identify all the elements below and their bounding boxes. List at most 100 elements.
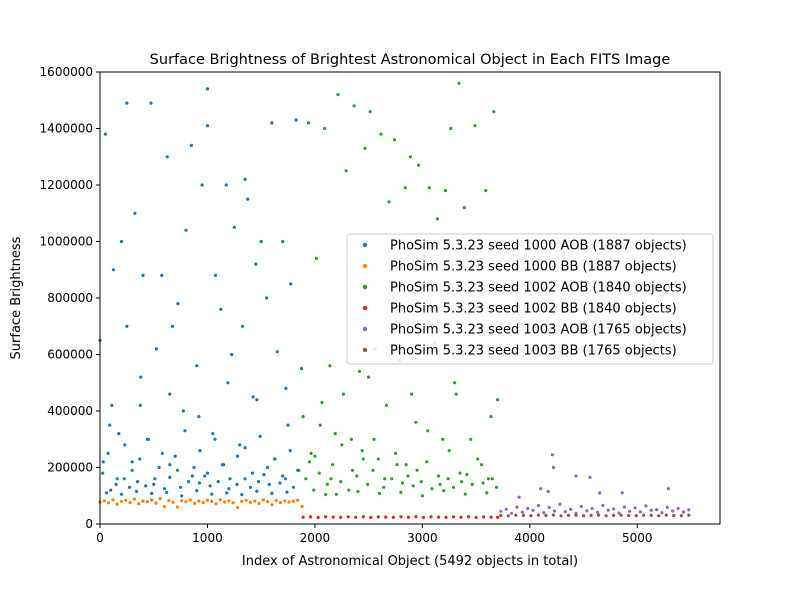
point-series-3 [369,515,373,520]
point-series-2 [462,206,466,210]
point-series-1 [257,501,261,505]
x-tick-label: 2000 [300,531,331,545]
point-series-3 [436,515,441,519]
point-series-2 [403,186,407,190]
point-series-0 [220,463,225,467]
point-series-0 [133,211,137,215]
point-series-2 [357,369,362,373]
point-series-4 [660,511,664,515]
point-series-2 [329,477,333,481]
point-series-0 [198,449,202,453]
point-series-0 [168,392,172,396]
point-series-2 [473,124,477,128]
point-series-1 [193,501,197,505]
point-series-1 [137,502,141,506]
point-series-0 [216,480,220,484]
x-tick-label: 5000 [622,531,653,545]
point-series-0 [130,468,134,472]
point-series-0 [192,465,196,470]
point-series-2 [392,138,396,142]
x-axis-label: Index of Astronomical Object (5492 objec… [242,554,578,569]
point-series-5 [506,514,510,518]
point-series-0 [238,443,242,447]
x-tick-label: 3000 [407,531,438,545]
point-series-0 [213,437,217,441]
point-series-5 [536,513,541,517]
point-series-1 [111,498,115,502]
point-series-0 [275,350,279,354]
point-series-1 [210,499,214,503]
point-series-2 [307,460,312,464]
point-series-0 [123,443,127,447]
point-series-0 [130,460,134,464]
point-series-5 [581,514,586,518]
point-series-2 [463,492,467,496]
point-series-5 [664,513,668,517]
point-series-4 [574,474,578,478]
point-series-0 [228,477,232,481]
point-series-0 [266,465,270,470]
y-tick-label: 0 [85,517,93,531]
point-series-0 [278,481,282,485]
point-series-2 [492,110,496,114]
legend-label: PhoSim 5.3.23 seed 1003 BB (1765 objects… [390,344,677,359]
point-series-2 [367,375,371,379]
point-series-1 [244,498,248,502]
point-series-0 [111,268,115,272]
point-series-2 [304,477,308,481]
point-series-0 [195,489,199,493]
point-series-2 [341,392,345,396]
point-series-2 [355,474,359,478]
point-series-0 [115,477,119,481]
point-series-3 [316,515,320,520]
point-series-1 [253,499,257,503]
point-series-3 [406,515,410,519]
legend-label: PhoSim 5.3.23 seed 1000 AOB (1887 object… [390,239,687,254]
point-series-0 [205,124,210,128]
y-axis: 0 200000 400000 600000 800000 1000000 1200000 1… [40,65,100,531]
y-tick-label: 1000000 [40,235,93,249]
point-series-4 [542,511,546,515]
point-series-0 [243,177,247,181]
point-series-0 [299,367,304,371]
point-series-0 [205,87,210,91]
point-series-0 [119,492,124,496]
point-series-4 [509,511,514,515]
point-series-1 [115,502,119,506]
point-series-4 [515,505,519,509]
point-series-4 [563,510,567,514]
point-series-2 [379,132,383,136]
point-series-2 [400,481,405,485]
point-series-4 [588,475,592,479]
point-series-4 [622,505,627,509]
point-series-0 [281,239,285,244]
point-series-0 [288,449,292,453]
point-series-1 [235,506,240,510]
point-series-3 [474,515,478,520]
chart-title: Surface Brightness of Brightest Astronom… [150,52,671,68]
point-series-0 [256,480,261,484]
point-series-0 [139,375,143,379]
point-series-1 [180,499,184,503]
point-series-0 [267,482,271,486]
point-series-0 [168,463,172,467]
point-series-2 [469,437,473,441]
x-tick-label: 1000 [192,531,223,545]
point-series-2 [387,200,391,204]
point-series-2 [390,477,394,481]
point-series-0 [114,482,118,486]
point-series-3 [489,515,493,519]
y-tick-label: 1600000 [40,65,93,79]
point-series-2 [360,449,364,453]
point-series-5 [619,513,623,517]
point-series-1 [162,504,167,509]
point-series-1 [167,499,171,503]
point-series-5 [514,513,518,517]
point-series-2 [441,437,445,441]
point-series-0 [175,468,179,472]
point-series-1 [188,498,192,502]
point-series-4 [520,510,524,514]
point-series-0 [240,493,244,497]
point-series-0 [227,487,231,491]
point-series-2 [451,485,456,489]
